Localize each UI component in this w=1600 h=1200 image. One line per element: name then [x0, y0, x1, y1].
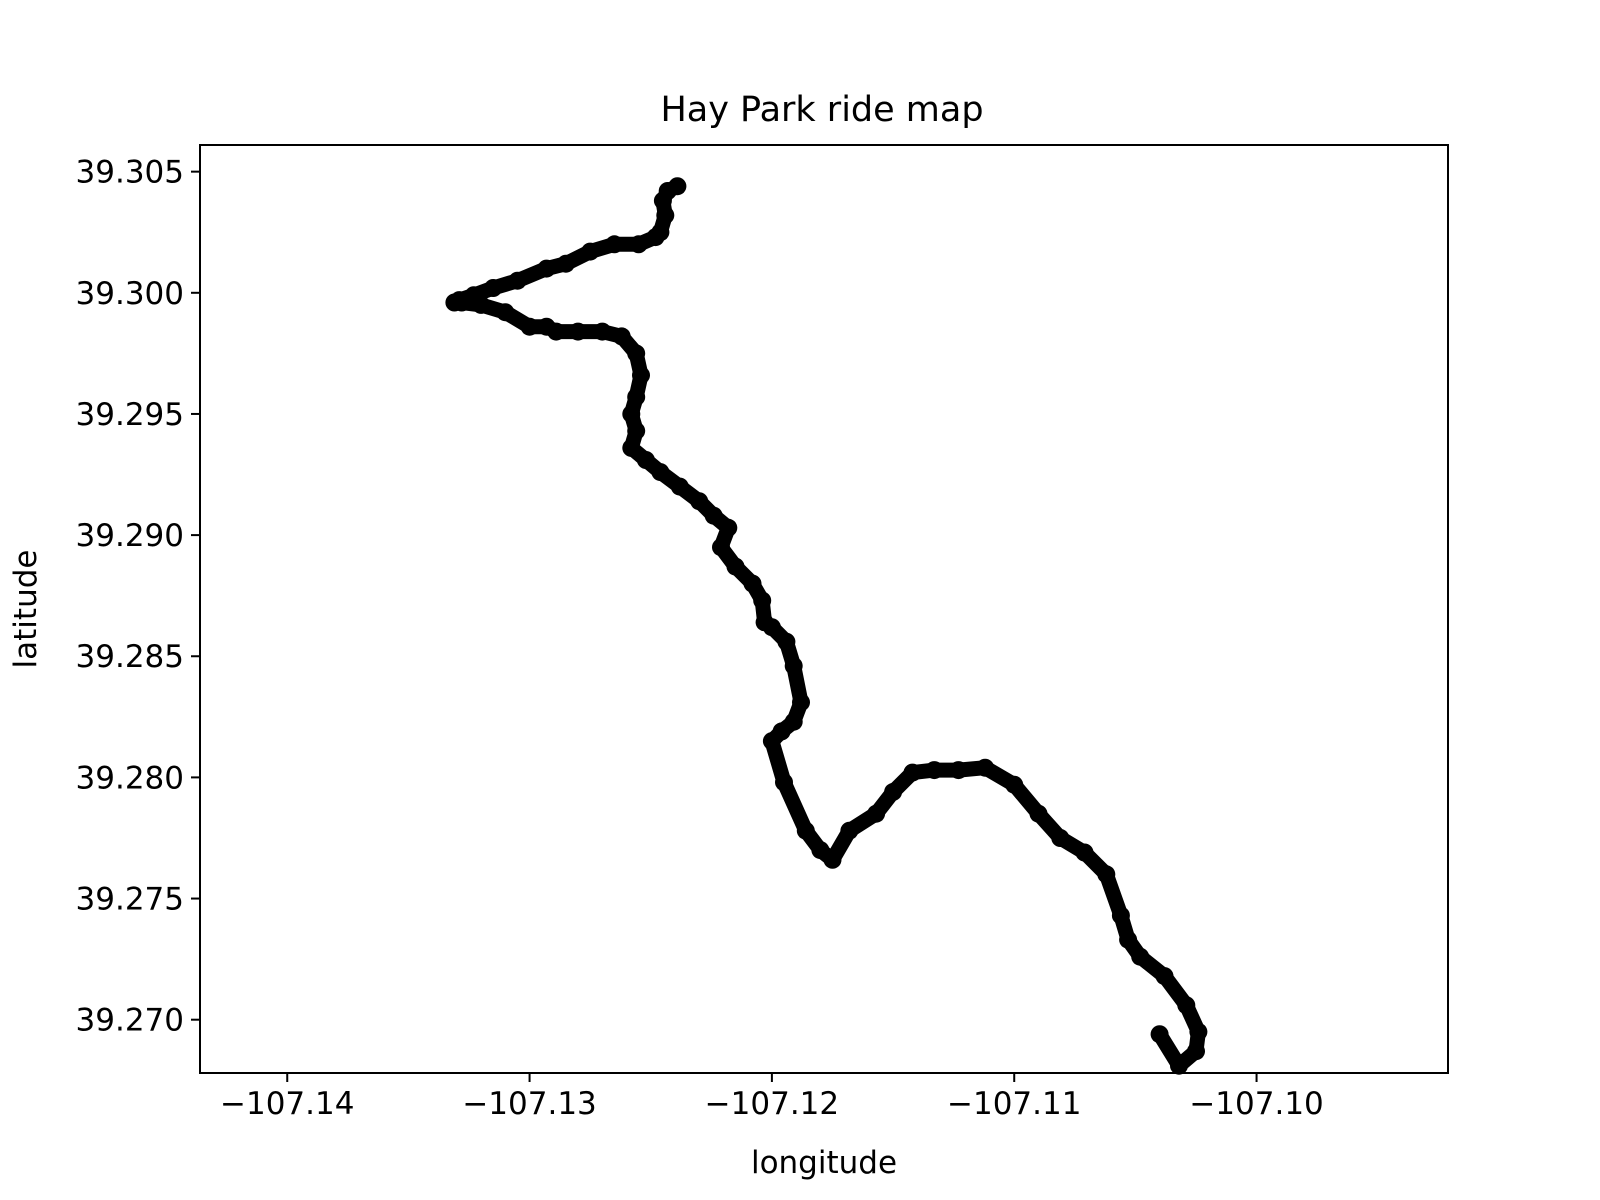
route-point: [1119, 930, 1138, 949]
route-point: [762, 618, 781, 637]
route-point: [653, 191, 672, 210]
x-tick-label: −107.10: [1189, 1086, 1323, 1122]
route-point: [762, 732, 781, 751]
y-tick-label: 39.285: [76, 639, 184, 675]
route-point: [1187, 1042, 1205, 1061]
route-point: [537, 259, 556, 278]
y-tick-label: 39.290: [76, 518, 184, 554]
route-point: [840, 821, 859, 840]
route-point: [629, 235, 648, 254]
chart-title: Hay Park ride map: [660, 90, 983, 130]
plot-marks: [445, 177, 1208, 1075]
route-point: [719, 518, 738, 537]
x-tick-label: −107.12: [705, 1086, 839, 1122]
route-point: [784, 656, 803, 675]
route-point: [627, 421, 646, 440]
route-point: [1111, 906, 1130, 925]
route-point: [1150, 1025, 1169, 1044]
y-tick-label: 39.275: [76, 882, 184, 918]
route-point: [1170, 1056, 1188, 1075]
route-point: [556, 254, 575, 273]
route-point: [1075, 843, 1094, 862]
route-point: [1005, 775, 1024, 794]
route-point: [753, 591, 772, 610]
route-point: [656, 206, 675, 225]
route-point: [593, 322, 612, 341]
route-point: [949, 761, 968, 780]
route-point: [796, 821, 815, 840]
route-point: [690, 492, 709, 511]
route-point: [1177, 996, 1196, 1015]
route-point: [452, 293, 471, 312]
y-axis-label: latitude: [8, 550, 44, 669]
x-axis: −107.14 −107.13 −107.12 −107.11 −107.10: [220, 1073, 1324, 1122]
route-point: [670, 477, 689, 496]
route-point: [581, 242, 600, 261]
route-point: [903, 763, 922, 782]
y-tick-label: 39.270: [76, 1003, 184, 1039]
route-point: [712, 538, 730, 557]
plot-frame: [199, 144, 1449, 1074]
route-point: [520, 317, 539, 336]
x-tick-label: −107.11: [947, 1086, 1081, 1122]
route-point: [792, 693, 810, 712]
route-point: [1131, 947, 1150, 966]
y-tick-label: 39.300: [76, 276, 184, 312]
route-point: [484, 279, 503, 297]
route-point: [569, 322, 587, 341]
route-line-0: [446, 178, 1206, 1074]
route-point: [1097, 865, 1116, 884]
route-point: [622, 405, 641, 423]
route-point: [777, 632, 796, 651]
route-point: [612, 327, 631, 346]
route-point: [925, 761, 944, 780]
y-axis: 39.270 39.275 39.280 39.285 39.290 39.295 39.3…: [76, 155, 200, 1039]
route-point: [884, 782, 903, 801]
route-point: [651, 463, 670, 482]
route-point: [867, 804, 886, 823]
route-point: [1029, 804, 1048, 823]
route-point: [627, 388, 646, 406]
route-point: [508, 271, 527, 290]
y-tick-label: 39.280: [76, 760, 184, 796]
route-point: [496, 303, 515, 322]
route-point: [636, 451, 655, 469]
route-point: [547, 322, 566, 341]
route-point: [811, 841, 830, 860]
route-point: [472, 295, 491, 314]
route-point: [726, 557, 745, 576]
route-point: [1155, 967, 1174, 986]
route-point: [1189, 1022, 1208, 1041]
x-axis-label: longitude: [751, 1145, 897, 1181]
route-point: [1051, 829, 1070, 847]
route-point: [622, 438, 641, 457]
route-point: [976, 758, 995, 777]
route-point: [704, 506, 723, 525]
route-point: [784, 712, 803, 731]
route-point: [823, 850, 842, 869]
route-point: [743, 574, 762, 593]
y-tick-label: 39.305: [76, 155, 184, 191]
x-tick-label: −107.14: [220, 1086, 354, 1122]
route-point: [775, 773, 793, 792]
y-tick-label: 39.295: [76, 397, 184, 433]
route-point: [632, 366, 650, 385]
route-point: [627, 344, 646, 363]
route-point: [646, 228, 665, 247]
x-tick-label: −107.13: [462, 1086, 596, 1122]
route-point: [605, 235, 624, 254]
